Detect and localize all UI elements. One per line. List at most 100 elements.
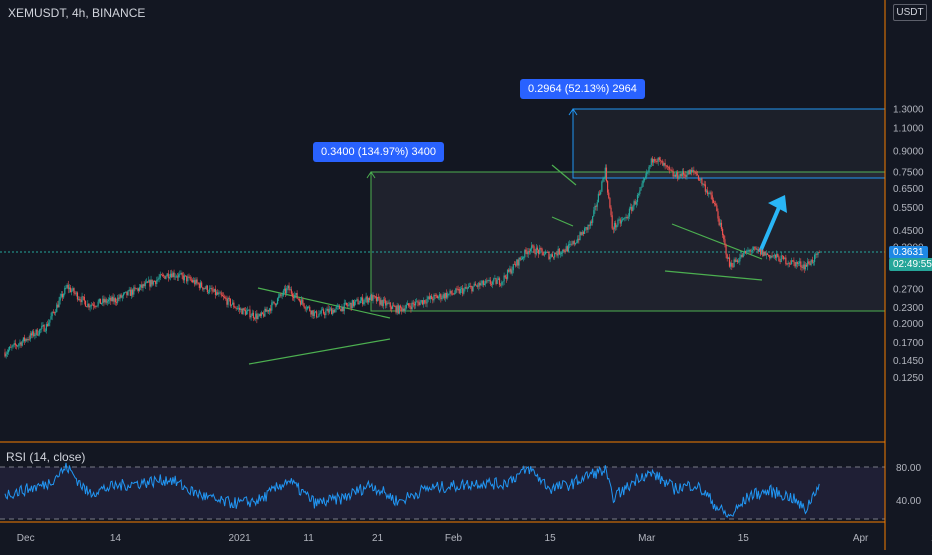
candle-bear bbox=[612, 228, 614, 230]
projection-arrow-head bbox=[768, 195, 787, 213]
candle-bear bbox=[80, 299, 82, 303]
candle-bull bbox=[437, 296, 440, 299]
candle-bear bbox=[536, 247, 539, 250]
candle-bear bbox=[519, 257, 521, 260]
candle-bull bbox=[472, 286, 474, 292]
candle-bull bbox=[467, 286, 470, 289]
candle-bear bbox=[267, 309, 269, 312]
candle-bull bbox=[681, 171, 683, 177]
candle-bear bbox=[713, 203, 716, 204]
candle-bull bbox=[48, 322, 50, 326]
candle-bull bbox=[210, 288, 212, 289]
candle-bear bbox=[697, 175, 700, 180]
candle-bear bbox=[718, 218, 720, 226]
flag-upper-line bbox=[551, 164, 577, 186]
candle-bear bbox=[556, 253, 558, 256]
candle-bull bbox=[89, 306, 91, 308]
candle-bull bbox=[756, 249, 758, 250]
candle-bear bbox=[129, 289, 131, 296]
candle-bull bbox=[276, 298, 279, 304]
candle-bull bbox=[427, 296, 429, 300]
candle-bear bbox=[465, 287, 467, 289]
measure-box-1 bbox=[370, 171, 886, 312]
candle-bear bbox=[164, 275, 166, 279]
candle-bear bbox=[685, 174, 687, 177]
candle-bull bbox=[278, 296, 280, 299]
candle-bear bbox=[582, 232, 585, 234]
candle-bear bbox=[393, 305, 395, 307]
candle-bear bbox=[786, 263, 788, 265]
candle-bear bbox=[435, 295, 437, 296]
candle-bear bbox=[670, 169, 672, 171]
candle-bull bbox=[414, 301, 417, 306]
candle-bear bbox=[84, 300, 87, 307]
candle-bull bbox=[21, 341, 23, 346]
candle-bull bbox=[423, 300, 425, 305]
candle-bear bbox=[395, 306, 397, 313]
candle-bear bbox=[432, 299, 434, 301]
currency-badge[interactable]: USDT bbox=[893, 4, 927, 21]
candle-bull bbox=[804, 264, 806, 270]
candle-bear bbox=[26, 339, 28, 341]
candle-bull bbox=[359, 300, 361, 304]
candle-bear bbox=[214, 288, 217, 295]
candle-bear bbox=[244, 310, 246, 315]
candle-bear bbox=[474, 283, 476, 286]
measure-callout-2: 0.2964 (52.13%) 2964 bbox=[520, 79, 645, 99]
candle-bear bbox=[371, 294, 373, 301]
candle-bull bbox=[746, 250, 748, 254]
candle-bull bbox=[689, 170, 691, 175]
candle-bear bbox=[114, 298, 116, 303]
candle-bear bbox=[350, 302, 352, 309]
candle-bear bbox=[74, 293, 76, 294]
candle-bear bbox=[662, 161, 664, 166]
candle-bear bbox=[610, 207, 612, 216]
price-axis[interactable]: 1.3000 1.1000 0.9000 0.7500 0.6500 0.5500 0.45… bbox=[893, 105, 924, 384]
candle-bear bbox=[588, 225, 590, 226]
candle-bear bbox=[383, 299, 386, 301]
candle-bear bbox=[434, 294, 436, 296]
candle-bull bbox=[635, 201, 637, 205]
candle-bull bbox=[286, 288, 288, 294]
candle-bear bbox=[390, 307, 392, 309]
candle-bear bbox=[548, 252, 550, 260]
candle-bull bbox=[630, 207, 632, 209]
candle-bull bbox=[344, 302, 346, 304]
candle-bull bbox=[305, 308, 307, 310]
candle-bear bbox=[615, 222, 617, 228]
candle-bear bbox=[394, 306, 396, 308]
candle-bull bbox=[289, 289, 291, 291]
candle-bull bbox=[815, 253, 817, 255]
candle-bull bbox=[396, 305, 398, 313]
candle-bull bbox=[579, 232, 581, 240]
candle-bull bbox=[382, 299, 384, 306]
candle-bear bbox=[198, 283, 200, 288]
time-axis[interactable]: Dec 14 2021 11 21 Feb 15 Mar 15 Apr 12 bbox=[17, 533, 932, 544]
candle-bear bbox=[590, 221, 593, 223]
candle-bear bbox=[155, 281, 157, 285]
candle-bull bbox=[96, 305, 98, 307]
candle-bear bbox=[61, 293, 64, 298]
candle-bear bbox=[684, 174, 686, 176]
time-tick-label: 11 bbox=[303, 533, 314, 544]
candle-bear bbox=[771, 255, 773, 257]
candle-bear bbox=[239, 307, 241, 310]
candle-bull bbox=[402, 308, 404, 312]
candle-bull bbox=[216, 292, 218, 295]
candle-bear bbox=[701, 178, 703, 185]
candle-bull bbox=[142, 284, 144, 288]
candle-bull bbox=[90, 304, 92, 307]
candle-bear bbox=[408, 303, 410, 306]
candle-bear bbox=[661, 160, 663, 162]
candle-bull bbox=[509, 268, 511, 272]
candle-bull bbox=[529, 249, 532, 252]
candle-bull bbox=[497, 278, 499, 280]
candle-bull bbox=[496, 279, 498, 284]
candle-bull bbox=[130, 289, 133, 296]
candle-bear bbox=[220, 292, 222, 295]
candle-bear bbox=[672, 171, 674, 177]
candle-bear bbox=[558, 248, 560, 255]
candle-bull bbox=[644, 176, 647, 179]
